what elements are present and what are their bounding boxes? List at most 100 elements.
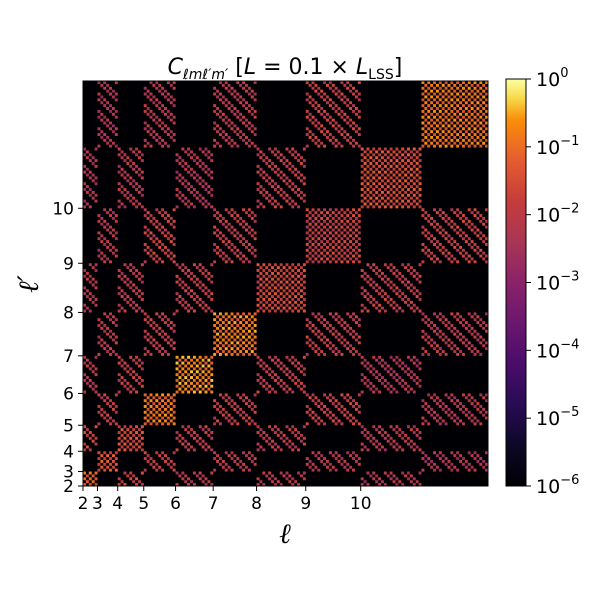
heatmap-cell	[444, 86, 448, 90]
heatmap-cell	[161, 393, 165, 397]
heatmap-cell	[464, 83, 468, 87]
heatmap-cell	[328, 410, 332, 414]
heatmap-cell	[172, 399, 176, 403]
heatmap-cell	[421, 457, 425, 461]
heatmap-cell	[401, 164, 405, 168]
heatmap-cell	[459, 135, 463, 139]
heatmap-cell	[155, 422, 159, 426]
heatmap-cell	[187, 153, 191, 157]
heatmap-cell	[447, 338, 451, 342]
heatmap-cell	[190, 387, 193, 391]
heatmap-cell	[103, 410, 107, 414]
heatmap-cell	[239, 234, 243, 238]
heatmap-cell	[152, 465, 156, 469]
heatmap-cell	[305, 92, 309, 96]
heatmap-cell	[326, 83, 329, 87]
heatmap-cell	[172, 329, 176, 333]
heatmap-cell	[83, 199, 86, 203]
heatmap-cell	[242, 410, 246, 414]
heatmap-cell	[155, 347, 159, 351]
heatmap-cell	[242, 86, 246, 90]
heatmap-cell	[366, 176, 370, 180]
heatmap-cell	[137, 156, 141, 160]
heatmap-cell	[210, 361, 214, 365]
heatmap-cell	[366, 205, 370, 209]
heatmap-cell	[395, 448, 399, 452]
heatmap-cell	[106, 459, 110, 463]
heatmap-cell	[85, 277, 89, 281]
heatmap-cell	[216, 315, 220, 319]
heatmap-cell	[279, 205, 283, 209]
heatmap-cell	[407, 390, 410, 394]
heatmap-cell	[273, 170, 277, 174]
heatmap-cell	[311, 115, 315, 119]
heatmap-cell	[117, 390, 121, 394]
heatmap-cell	[140, 193, 144, 197]
heatmap-cell	[328, 248, 332, 252]
heatmap-cell	[195, 358, 199, 362]
heatmap-cell	[453, 211, 457, 215]
heatmap-cell	[100, 454, 104, 458]
heatmap-cell	[204, 384, 208, 388]
heatmap-cell	[340, 98, 344, 102]
heatmap-cell	[404, 185, 408, 189]
heatmap-cell	[297, 176, 301, 180]
heatmap-cell	[372, 182, 376, 186]
heatmap-cell	[114, 144, 118, 148]
heatmap-cell	[421, 451, 425, 455]
heatmap-cell	[433, 104, 436, 108]
heatmap-cell	[230, 121, 234, 125]
heatmap-cell	[85, 190, 89, 194]
heatmap-cell	[190, 364, 193, 368]
heatmap-cell	[100, 407, 104, 411]
heatmap-cell	[337, 130, 341, 134]
heatmap-cell	[262, 367, 266, 371]
heatmap-cell	[297, 448, 301, 452]
heatmap-cell	[392, 289, 396, 293]
heatmap-cell	[346, 231, 350, 235]
heatmap-cell	[461, 109, 465, 113]
heatmap-cell	[308, 338, 312, 342]
heatmap-cell	[482, 344, 486, 348]
heatmap-cell	[320, 211, 324, 215]
heatmap-cell	[140, 153, 144, 157]
heatmap-cell	[430, 459, 434, 463]
heatmap-cell	[106, 454, 110, 458]
heatmap-cell	[337, 419, 341, 423]
heatmap-cell	[473, 248, 477, 252]
heatmap-cell	[352, 121, 355, 125]
heatmap-cell	[447, 83, 451, 87]
heatmap-cell	[83, 390, 86, 394]
heatmap-cell	[288, 370, 292, 374]
heatmap-cell	[479, 121, 483, 125]
heatmap-cell	[172, 324, 176, 327]
heatmap-cell	[140, 471, 144, 475]
heatmap-cell	[398, 358, 402, 362]
heatmap-cell	[291, 147, 295, 151]
heatmap-cell	[395, 483, 399, 487]
heatmap-cell	[323, 127, 327, 131]
heatmap-cell	[311, 133, 315, 137]
heatmap-cell	[485, 109, 489, 113]
heatmap-cell	[320, 95, 324, 99]
heatmap-cell	[343, 95, 347, 99]
heatmap-cell	[273, 205, 277, 209]
heatmap-cell	[389, 384, 393, 388]
heatmap-cell	[435, 396, 439, 400]
heatmap-cell	[172, 81, 176, 84]
heatmap-cell	[158, 107, 162, 110]
heatmap-cell	[143, 260, 147, 264]
heatmap-cell	[435, 118, 439, 122]
heatmap-cell	[123, 483, 127, 487]
heatmap-cell	[236, 248, 240, 252]
heatmap-cell	[297, 292, 301, 296]
heatmap-cell	[447, 135, 451, 139]
heatmap-cell	[204, 170, 208, 174]
heatmap-cell	[421, 248, 425, 252]
heatmap-cell	[447, 95, 451, 99]
heatmap-cell	[360, 199, 364, 203]
heatmap-cell	[459, 350, 463, 353]
heatmap-cell	[369, 433, 373, 437]
heatmap-cell	[404, 196, 408, 200]
heatmap-cell	[291, 390, 295, 394]
